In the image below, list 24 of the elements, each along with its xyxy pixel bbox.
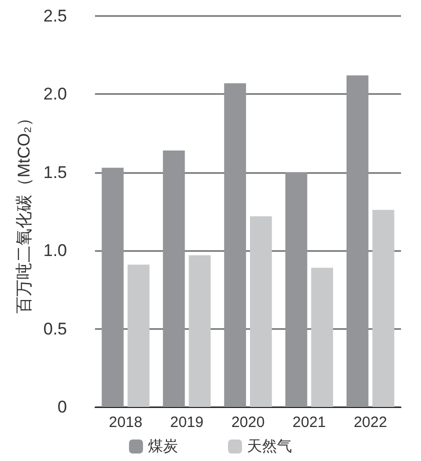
bar (372, 210, 394, 407)
bar (224, 83, 246, 407)
x-tick-label: 2021 (292, 414, 326, 431)
bar (311, 268, 334, 407)
bar (128, 264, 150, 407)
y-tick-label: 0 (58, 398, 67, 416)
legend-label: 煤炭 (148, 438, 178, 455)
y-tick-label: 2.0 (43, 84, 67, 104)
y-axis-title: 百万吨二氧化碳（MtCO₂） (14, 110, 34, 314)
y-tick-label: 1.5 (43, 162, 67, 182)
x-tick-label: 2018 (108, 414, 142, 431)
bar (346, 75, 368, 407)
x-tick-label: 2022 (354, 414, 388, 431)
bar (162, 150, 185, 407)
bar (188, 255, 211, 407)
bar (102, 168, 124, 407)
y-tick-label: 0.5 (43, 319, 67, 338)
legend-label: 天然气 (247, 438, 292, 455)
y-tick-label: 2.5 (43, 6, 67, 26)
x-tick-label: 2020 (231, 414, 265, 431)
bar (250, 216, 272, 407)
x-tick-label: 2019 (170, 414, 204, 431)
y-tick-label: 1.0 (43, 241, 67, 260)
bar (285, 172, 308, 407)
